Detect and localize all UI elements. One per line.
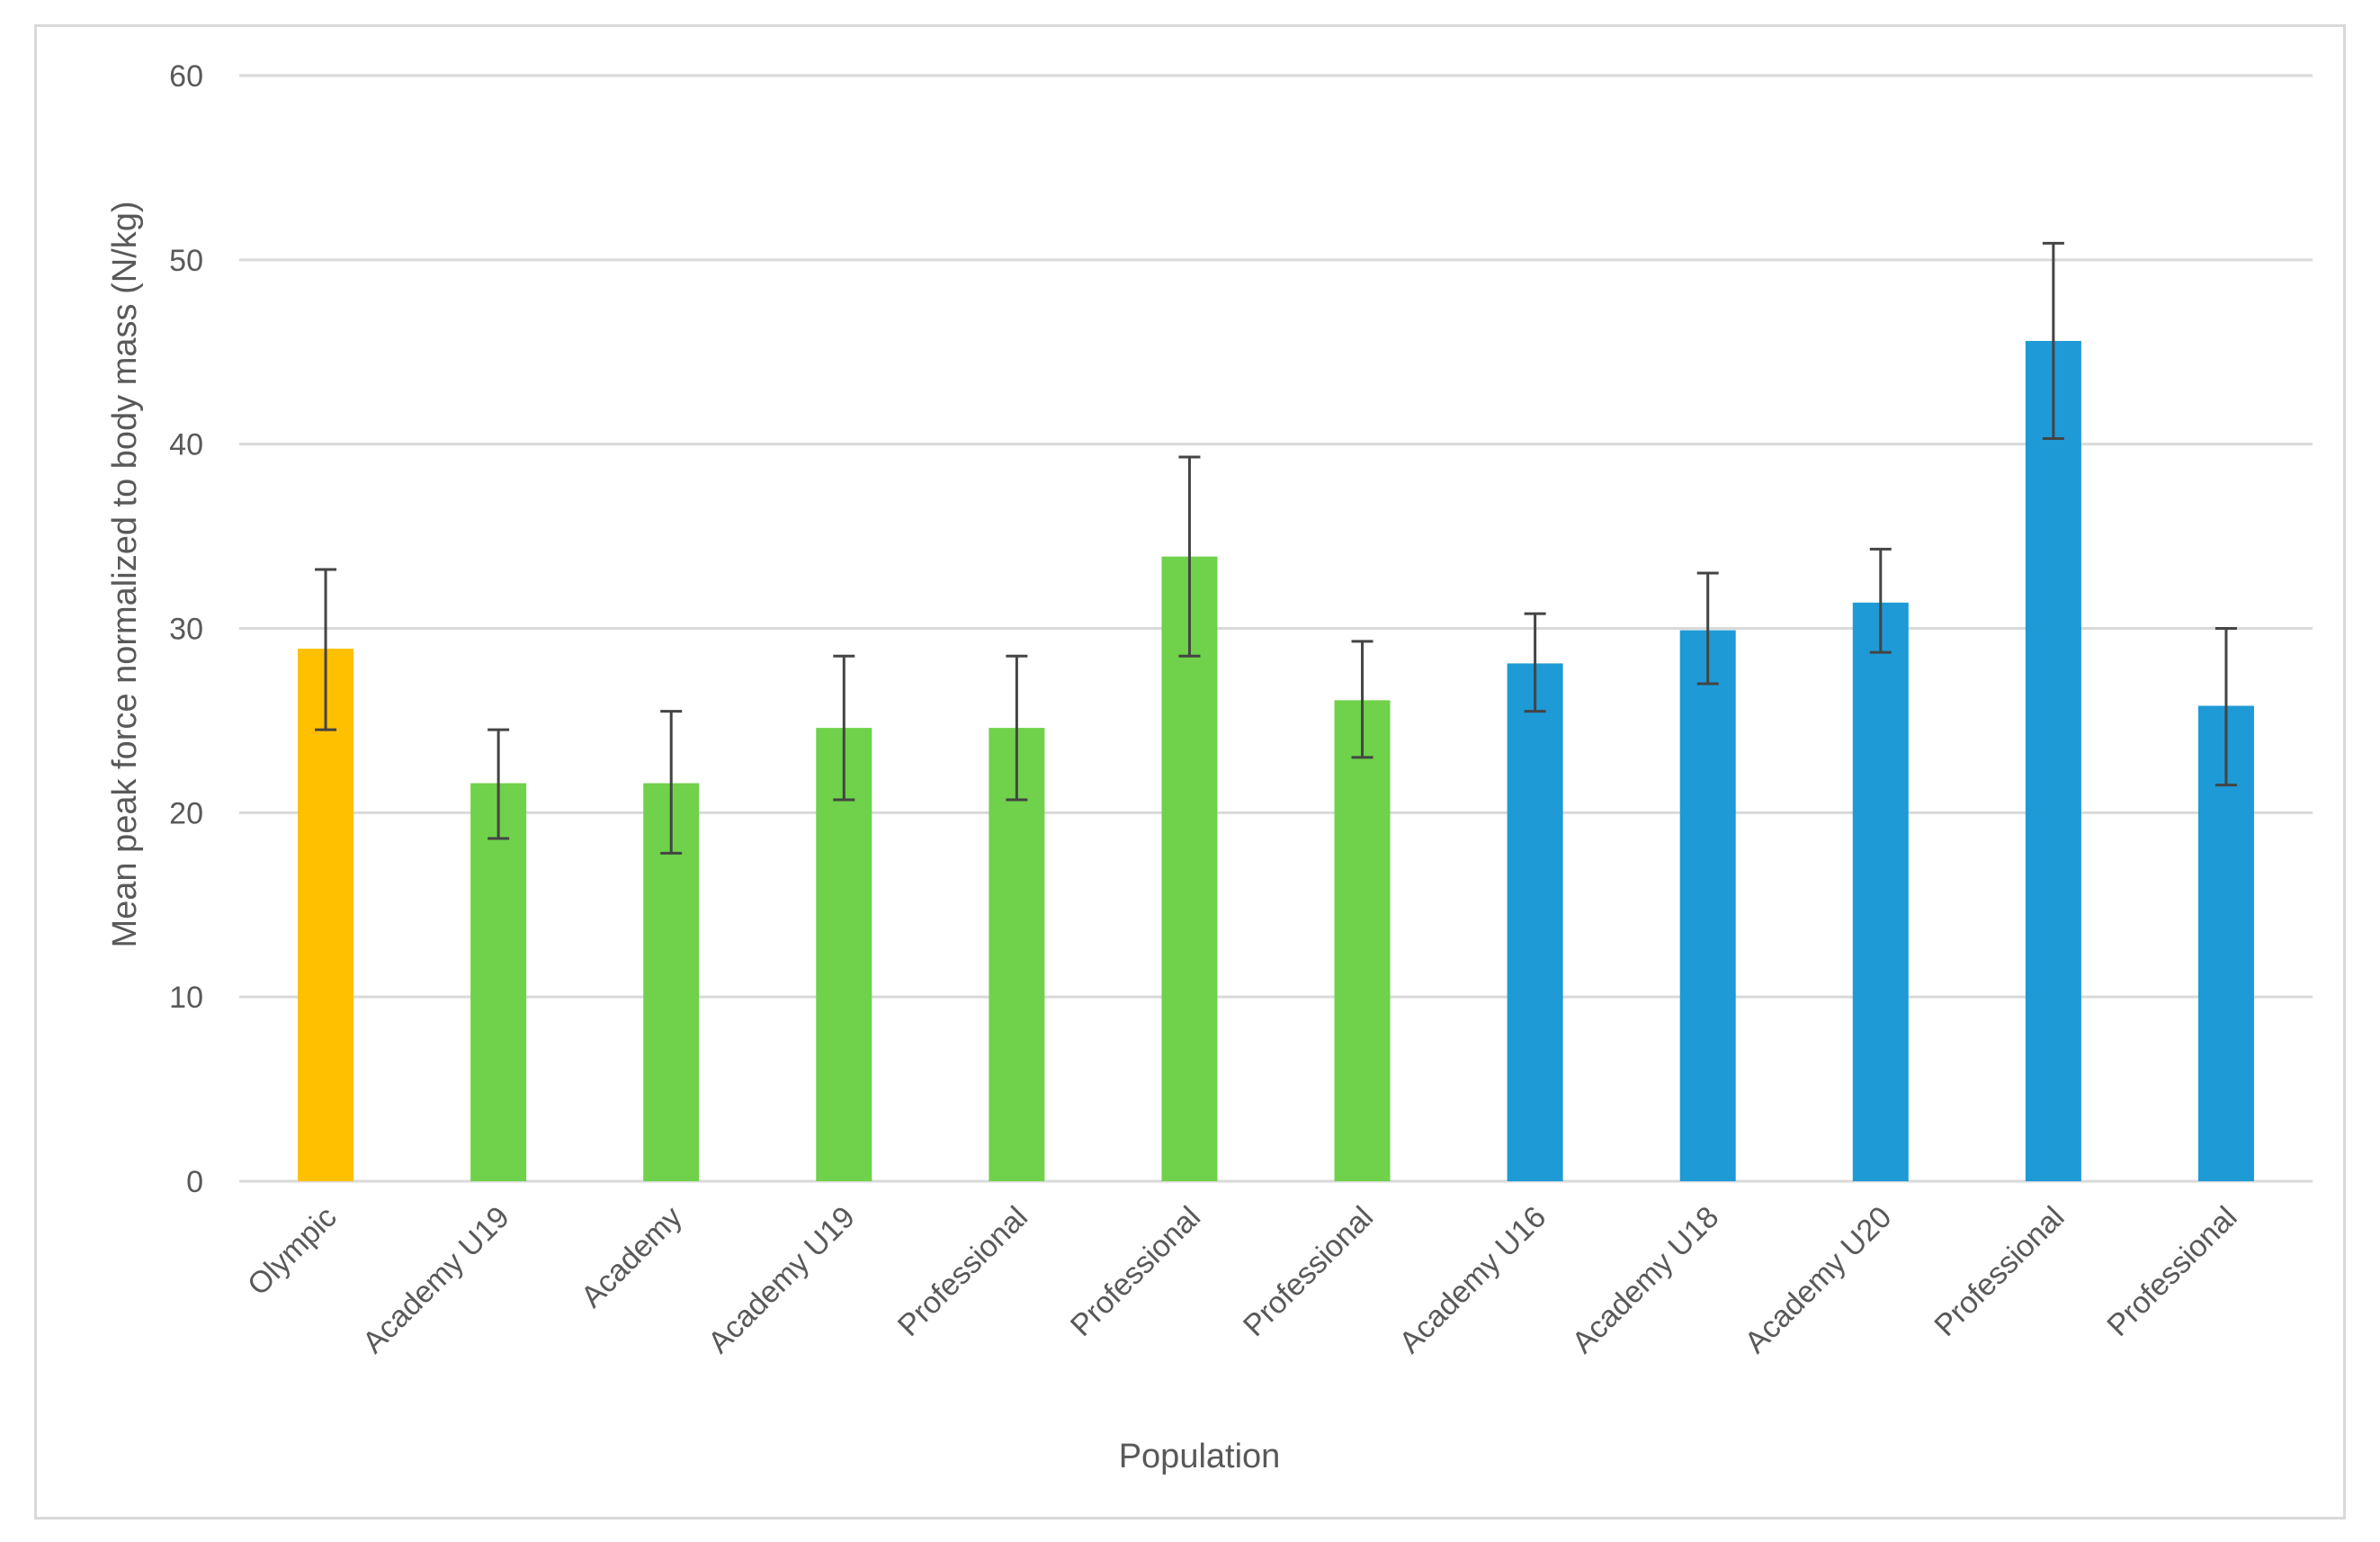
y-tick-label: 10: [169, 981, 203, 1015]
bar: [989, 728, 1045, 1181]
x-category-label: Academy U18: [1565, 1200, 1725, 1360]
error-bars: [315, 241, 2237, 855]
bar: [2025, 340, 2081, 1182]
error-bar: [1006, 654, 1028, 802]
y-tick-label: 40: [169, 428, 203, 462]
x-axis-category-labels: Olympic Academy U19 Academy Academy U19 Prof…: [241, 1200, 2244, 1360]
chart-frame: 0 10 20 30 40 50 60 Olympic Academy U19 Academy A…: [34, 24, 2346, 1520]
x-category-label: Academy: [575, 1200, 689, 1314]
x-category-label: Professional: [1237, 1200, 1380, 1343]
error-bar: [1869, 547, 1892, 654]
bar: [1334, 700, 1391, 1181]
gridlines: [239, 74, 2313, 1183]
y-tick-label: 50: [169, 244, 203, 278]
bar: [1852, 602, 1909, 1181]
error-bar: [2042, 241, 2064, 441]
x-category-label: Professional: [1928, 1200, 2071, 1343]
x-category-label: Olympic: [241, 1200, 344, 1303]
error-bar: [1696, 571, 1719, 686]
x-category-label: Academy U19: [702, 1200, 862, 1360]
bar: [298, 649, 354, 1181]
x-category-label: Academy U16: [1392, 1200, 1552, 1360]
x-category-label: Academy U19: [356, 1200, 516, 1360]
error-bar: [1351, 640, 1373, 759]
bar: [1507, 663, 1563, 1181]
bar: [1679, 630, 1736, 1181]
error-bar: [833, 654, 855, 802]
y-tick-label: 60: [169, 59, 203, 94]
error-bar: [1178, 455, 1201, 658]
error-bar: [2214, 627, 2237, 787]
error-bar: [660, 710, 683, 855]
x-category-label: Professional: [1064, 1200, 1207, 1343]
y-tick-label: 0: [186, 1165, 203, 1199]
error-bar: [1524, 612, 1546, 713]
y-tick-label: 20: [169, 796, 203, 830]
y-axis-title: Mean peak force normalized to body mass …: [106, 201, 144, 947]
y-tick-label: 30: [169, 613, 203, 647]
x-axis-title: Population: [1119, 1438, 1281, 1475]
bar: [470, 783, 527, 1181]
error-bar: [488, 728, 510, 840]
bar: [1161, 556, 1218, 1181]
x-category-label: Professional: [2100, 1200, 2243, 1343]
error-bar: [315, 568, 337, 731]
x-category-label: Academy U20: [1739, 1200, 1899, 1360]
y-axis-ticks: 0 10 20 30 40 50 60: [169, 59, 203, 1199]
x-category-label: Professional: [891, 1200, 1034, 1343]
bars: [298, 340, 2254, 1182]
bar: [816, 728, 872, 1181]
